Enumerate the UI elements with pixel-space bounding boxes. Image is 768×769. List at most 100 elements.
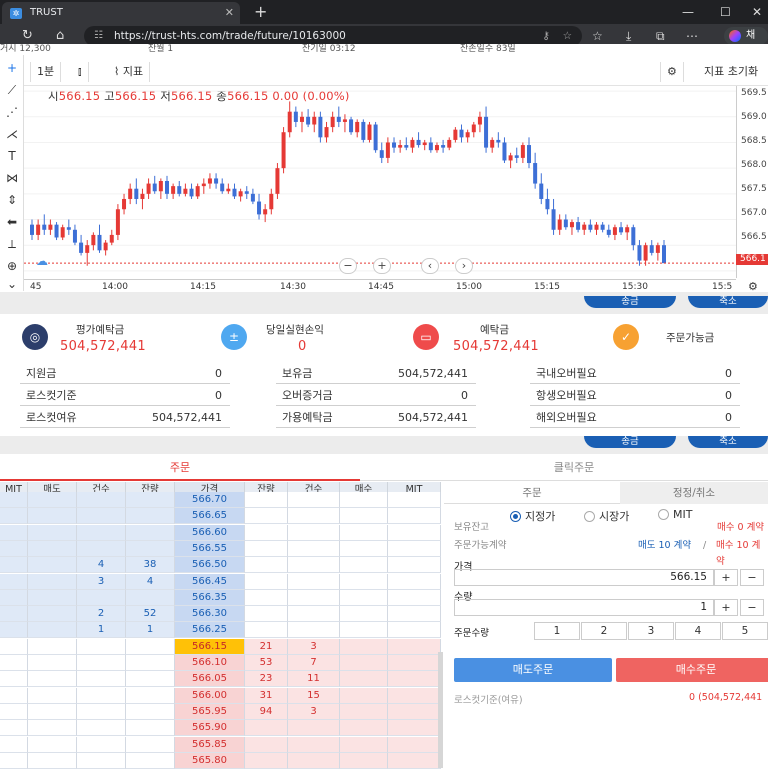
copilot-profile-button[interactable]: 채 (724, 27, 768, 45)
ask-count-cell[interactable]: 4 (77, 557, 126, 574)
zoom-icon[interactable]: ⊕ (6, 259, 18, 273)
ask-cell[interactable] (28, 622, 77, 639)
bid-price-cell[interactable]: 565.80 (175, 752, 245, 769)
ask-cell[interactable] (388, 492, 441, 508)
deposit-tab[interactable]: 송금 (584, 296, 676, 308)
ask-row[interactable]: 3 4 566.45 (0, 573, 441, 590)
ask-row[interactable]: 566.70 (0, 492, 441, 508)
chart-settings-icon[interactable]: ⚙ (748, 280, 758, 293)
ask-cell[interactable] (340, 557, 388, 574)
ask-cell[interactable] (28, 508, 77, 525)
bid-cell[interactable] (388, 720, 441, 737)
bid-cell[interactable] (0, 752, 28, 769)
qty-preset-button[interactable]: 1 (534, 622, 580, 640)
bid-cell[interactable] (388, 687, 441, 704)
bid-qty-cell[interactable] (245, 720, 288, 737)
ask-cell[interactable] (245, 606, 288, 623)
ask-cell[interactable] (288, 589, 340, 606)
ask-row[interactable]: 2 52 566.30 (0, 606, 441, 623)
ask-cell[interactable] (388, 557, 441, 574)
tab-modify-cancel[interactable]: 정정/취소 (620, 482, 768, 504)
bid-cell[interactable] (28, 687, 77, 704)
scroll-right-icon[interactable]: › (455, 258, 473, 274)
tab-order[interactable]: 주문 (0, 454, 360, 481)
browser-tab[interactable]: ✲ TRUST ✕ (2, 2, 240, 24)
ask-cell[interactable] (0, 508, 28, 525)
shrink-tab-2[interactable]: 축소 (688, 436, 768, 448)
minimize-icon[interactable]: — (682, 5, 694, 19)
bid-cell[interactable] (28, 655, 77, 671)
ask-count-cell[interactable]: 2 (77, 606, 126, 623)
bid-cell[interactable] (340, 671, 388, 688)
bid-cell[interactable] (388, 638, 441, 655)
bid-cell[interactable] (77, 638, 126, 655)
ask-qty-cell[interactable]: 1 (126, 622, 175, 639)
bid-cell[interactable] (126, 687, 175, 704)
scroll-left-icon[interactable]: ‹ (421, 258, 439, 274)
qty-preset-button[interactable]: 2 (581, 622, 627, 640)
bid-cell[interactable] (77, 687, 126, 704)
bid-cell[interactable] (340, 655, 388, 671)
ask-cell[interactable] (245, 557, 288, 574)
ask-cell[interactable] (0, 606, 28, 623)
ask-row[interactable]: 566.55 (0, 540, 441, 557)
bid-cell[interactable] (126, 638, 175, 655)
bid-count-cell[interactable] (288, 736, 340, 753)
ask-cell[interactable] (388, 573, 441, 590)
bid-price-cell[interactable]: 566.05 (175, 671, 245, 688)
text-tool-icon[interactable]: T (8, 149, 16, 163)
bid-count-cell[interactable]: 7 (288, 655, 340, 671)
bid-count-cell[interactable]: 11 (288, 671, 340, 688)
bid-price-cell[interactable]: 565.90 (175, 720, 245, 737)
bid-cell[interactable] (126, 736, 175, 753)
bid-cell[interactable] (388, 736, 441, 753)
ask-cell[interactable] (245, 589, 288, 606)
ask-cell[interactable] (340, 492, 388, 508)
bid-cell[interactable] (0, 671, 28, 688)
bid-cell[interactable] (28, 720, 77, 737)
ask-cell[interactable] (340, 606, 388, 623)
ask-cell[interactable] (340, 589, 388, 606)
bid-cell[interactable] (388, 752, 441, 769)
bid-cell[interactable] (340, 638, 388, 655)
ask-cell[interactable] (28, 557, 77, 574)
bid-cell[interactable] (0, 720, 28, 737)
ask-cell[interactable] (28, 589, 77, 606)
bid-cell[interactable] (340, 703, 388, 720)
ask-qty-cell[interactable]: 52 (126, 606, 175, 623)
ask-cell[interactable] (245, 622, 288, 639)
ask-cell[interactable] (0, 589, 28, 606)
ask-cell[interactable] (340, 573, 388, 590)
ask-cell[interactable] (288, 606, 340, 623)
ask-price-cell[interactable]: 566.45 (175, 573, 245, 590)
downloads-icon[interactable]: ⤓ (626, 29, 632, 43)
bid-price-cell[interactable]: 566.00 (175, 687, 245, 704)
bid-cell[interactable] (388, 703, 441, 720)
bid-cell[interactable] (77, 671, 126, 688)
ask-row[interactable]: 1 1 566.25 (0, 622, 441, 639)
qty-input[interactable]: 1 (454, 599, 714, 616)
deposit-tab-2[interactable]: 송금 (584, 436, 676, 448)
price-input[interactable]: 566.15 (454, 569, 714, 586)
ask-row[interactable]: 566.60 (0, 524, 441, 541)
ask-cell[interactable] (0, 540, 28, 557)
candlestick-chart[interactable] (24, 86, 736, 279)
bid-count-cell[interactable]: 15 (288, 687, 340, 704)
ask-qty-cell[interactable] (126, 508, 175, 525)
bid-row[interactable]: 565.90 (0, 720, 441, 737)
home-icon[interactable]: ⌂ (56, 28, 65, 43)
ask-cell[interactable] (388, 606, 441, 623)
ask-cell[interactable] (245, 573, 288, 590)
key-icon[interactable]: ⚷ (542, 30, 550, 42)
ask-row[interactable]: 4 38 566.50 (0, 557, 441, 574)
ask-cell[interactable] (28, 606, 77, 623)
ask-cell[interactable] (245, 540, 288, 557)
trendline-icon[interactable]: ⟋ (7, 83, 17, 97)
ask-cell[interactable] (388, 540, 441, 557)
crosshair-icon[interactable]: + (6, 61, 18, 75)
radio-mit[interactable]: MIT (658, 508, 692, 521)
bid-count-cell[interactable] (288, 720, 340, 737)
bid-cell[interactable] (388, 655, 441, 671)
price-minus-button[interactable]: − (740, 569, 764, 586)
pattern-icon[interactable]: ⋈ (6, 171, 18, 185)
